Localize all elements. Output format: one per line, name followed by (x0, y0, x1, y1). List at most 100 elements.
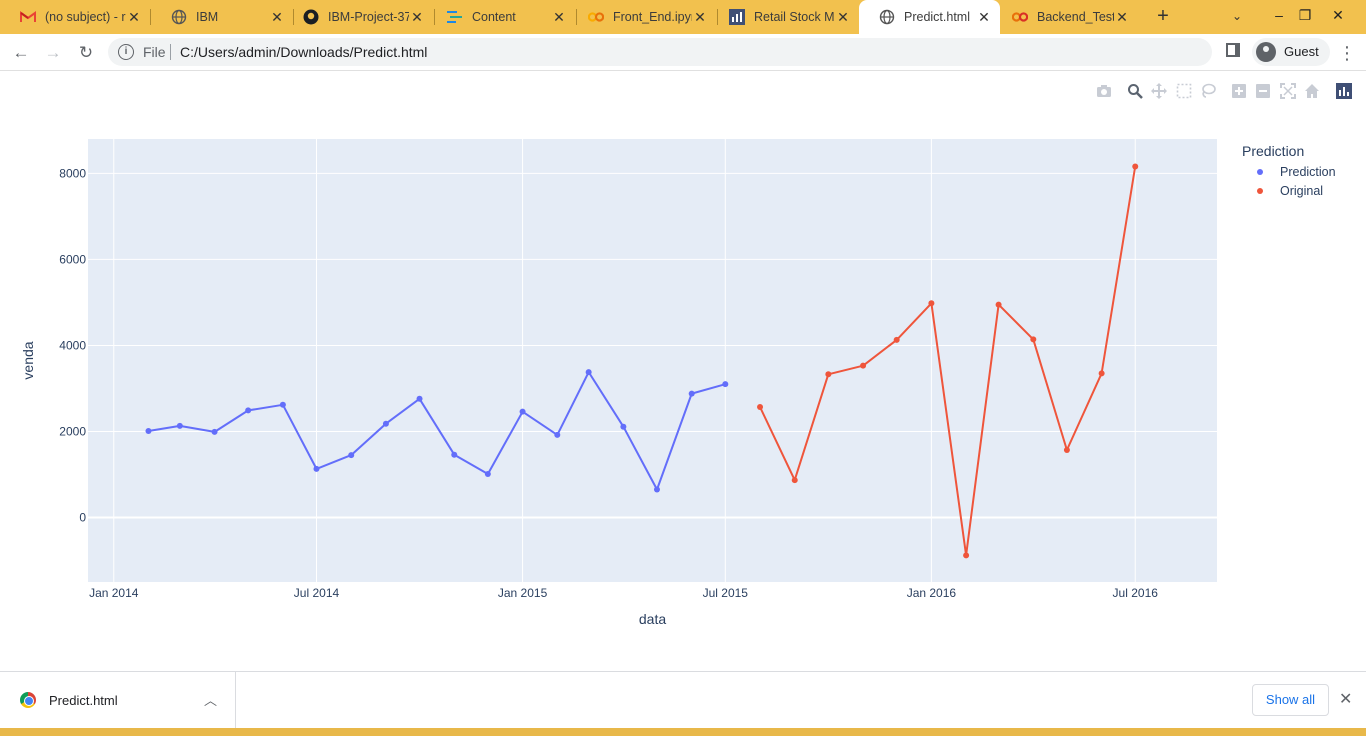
data-point (416, 395, 423, 402)
tab-title: Front_End.ipyn (613, 10, 692, 24)
colab-icon (588, 9, 604, 25)
data-point (1030, 336, 1037, 343)
data-point (585, 369, 592, 376)
pan-icon[interactable] (1151, 83, 1167, 99)
legend-entry[interactable]: Original (1280, 184, 1323, 198)
window-close-icon[interactable]: ✕ (1332, 7, 1344, 23)
data-point (1063, 446, 1070, 453)
globe-icon (879, 9, 895, 25)
x-tick-label: Jul 2015 (703, 586, 749, 600)
zoom-icon[interactable] (1127, 83, 1143, 99)
tab-strip: (no subject) - r ✕ IBM ✕ IBM-Project-37 … (0, 0, 1366, 34)
taskbar (0, 728, 1366, 736)
close-icon[interactable]: ✕ (1116, 8, 1128, 25)
tab-gmail[interactable]: (no subject) - r ✕ (0, 0, 150, 34)
lasso-select-icon[interactable] (1200, 83, 1216, 99)
forward-icon[interactable]: → (44, 43, 62, 62)
y-tick-label: 6000 (59, 252, 86, 266)
content-icon (447, 9, 463, 25)
tab-title: (no subject) - r (45, 10, 126, 24)
series-line-prediction (148, 371, 726, 491)
chrome-file-icon (20, 692, 36, 708)
new-tab-button[interactable]: + (1157, 5, 1169, 27)
address-bar[interactable]: i File C:/Users/admin/Downloads/Predict.… (108, 38, 1212, 66)
data-point (211, 428, 218, 435)
tab-title: IBM-Project-37 (328, 10, 409, 24)
restore-icon[interactable]: ❐ (1298, 7, 1312, 23)
address-url[interactable]: C:/Users/admin/Downloads/Predict.html (180, 44, 428, 60)
data-point (620, 423, 627, 430)
close-icon[interactable]: ✕ (553, 8, 565, 25)
colab-icon (1012, 9, 1028, 25)
tab-ibm[interactable]: IBM ✕ (151, 0, 293, 34)
download-file-name: Predict.html (49, 693, 118, 708)
data-point (757, 403, 764, 410)
data-point (825, 371, 832, 378)
data-point (382, 420, 389, 427)
data-point (176, 422, 183, 429)
tab-retail-stock[interactable]: Retail Stock M ✕ (709, 0, 859, 34)
tab-search-chevron-icon[interactable]: ⌄ (1232, 9, 1243, 23)
tab-divider (717, 9, 718, 25)
tab-predict[interactable]: Predict.html ✕ (859, 0, 1000, 34)
data-point (451, 451, 458, 458)
legend-marker[interactable] (1257, 169, 1263, 175)
x-axis-label: data (639, 611, 666, 627)
camera-icon[interactable] (1096, 83, 1112, 99)
close-icon[interactable]: ✕ (271, 8, 283, 25)
tab-divider (293, 9, 294, 25)
data-point (893, 336, 900, 343)
close-icon[interactable]: ✕ (694, 8, 706, 25)
reset-axes-icon[interactable] (1304, 83, 1320, 99)
info-icon[interactable]: i (118, 44, 134, 60)
browser-toolbar: ← → ↻ i File C:/Users/admin/Downloads/Pr… (0, 34, 1366, 71)
line-chart[interactable]: Jan 2014 Jul 2014 Jan 2015 Jul 2015 Jan 2016… (0, 71, 1366, 671)
series-line-original (759, 166, 1137, 557)
legend-marker[interactable] (1257, 188, 1263, 194)
menu-icon[interactable]: ⋮ (1338, 43, 1356, 63)
show-all-button[interactable]: Show all (1252, 684, 1329, 716)
minimize-icon[interactable]: – (1275, 7, 1283, 23)
tab-divider (150, 9, 151, 25)
tab-content[interactable]: Content ✕ (427, 0, 575, 34)
close-icon[interactable]: ✕ (1339, 691, 1353, 708)
close-icon[interactable]: ✕ (128, 8, 140, 25)
close-icon[interactable]: ✕ (411, 8, 423, 25)
legend-entry[interactable]: Prediction (1280, 165, 1336, 179)
download-bar: Predict.html ︿ Show all ✕ (0, 671, 1366, 729)
box-select-icon[interactable] (1176, 83, 1192, 99)
data-point (791, 477, 798, 484)
globe-icon (171, 9, 187, 25)
legend-title: Prediction (1242, 143, 1304, 159)
zoom-in-icon[interactable] (1231, 83, 1247, 99)
download-item[interactable]: Predict.html ︿ (0, 672, 236, 729)
back-icon[interactable]: ← (12, 43, 30, 62)
plotly-logo-icon[interactable] (1336, 83, 1352, 99)
data-point (519, 408, 526, 415)
gmail-icon (20, 9, 36, 25)
tab-title: Retail Stock M (754, 10, 835, 24)
tab-github[interactable]: IBM-Project-37 ✕ (283, 0, 433, 34)
address-divider (170, 44, 171, 60)
x-tick-label: Jul 2016 (1113, 586, 1159, 600)
autoscale-icon[interactable] (1280, 83, 1296, 99)
side-panel-icon[interactable] (1226, 43, 1240, 57)
close-icon[interactable]: ✕ (978, 8, 990, 25)
profile-button[interactable]: Guest (1252, 38, 1330, 66)
tab-backend-testing[interactable]: Backend_Testin ✕ (992, 0, 1138, 34)
zoom-out-icon[interactable] (1255, 83, 1271, 99)
tab-title: Content (472, 10, 516, 24)
close-icon[interactable]: ✕ (837, 8, 849, 25)
data-point (484, 471, 491, 478)
page-content: Jan 2014 Jul 2014 Jan 2015 Jul 2015 Jan 2016… (0, 71, 1366, 671)
y-axis-label: venda (20, 341, 36, 379)
reload-icon[interactable]: ↻ (78, 43, 94, 62)
data-point (1132, 163, 1139, 170)
chart-icon (729, 9, 745, 25)
tab-front-end[interactable]: Front_End.ipyn ✕ (568, 0, 716, 34)
x-tick-label: Jul 2014 (294, 586, 340, 600)
y-tick-label: 2000 (59, 424, 86, 438)
data-point (1098, 370, 1105, 377)
plot-background (88, 139, 1217, 582)
chevron-up-icon[interactable]: ︿ (204, 693, 218, 708)
